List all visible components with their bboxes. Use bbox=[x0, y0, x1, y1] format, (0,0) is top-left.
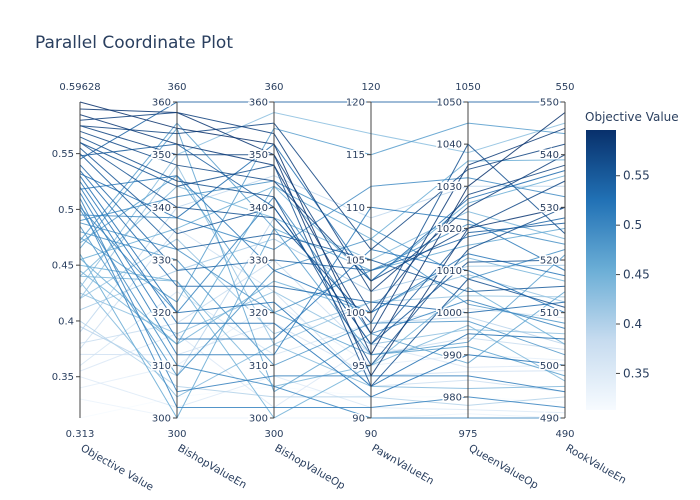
data-line-trial-5[interactable] bbox=[79, 130, 566, 282]
axis-title: RookValueEn bbox=[564, 442, 629, 486]
data-line-trial-44[interactable] bbox=[79, 398, 566, 419]
axis-tick-label: 0.5 bbox=[58, 205, 74, 216]
data-line-trial-38[interactable] bbox=[79, 175, 565, 333]
data-line-trial-9[interactable] bbox=[79, 153, 566, 293]
data-line-trial-24[interactable] bbox=[79, 122, 566, 303]
axis-tick-label: 1050 bbox=[437, 98, 462, 109]
axis-tick-label: 1030 bbox=[437, 182, 462, 193]
data-line-trial-31[interactable] bbox=[79, 185, 566, 277]
data-line-trial-17[interactable] bbox=[79, 197, 566, 393]
axis-min-label: 300 bbox=[167, 429, 186, 440]
axis-tick-label: 980 bbox=[443, 392, 462, 403]
axis-tick-label: 0.45 bbox=[52, 261, 74, 272]
data-line-trial-40[interactable] bbox=[79, 322, 566, 377]
axis-tick-label: 115 bbox=[346, 150, 365, 161]
axis-max-label: 360 bbox=[167, 82, 186, 93]
axis-tick-label: 990 bbox=[443, 350, 462, 361]
axis-tick-label: 0.55 bbox=[52, 149, 74, 160]
data-line-trial-14[interactable] bbox=[79, 181, 566, 398]
axis-tick-label: 510 bbox=[540, 308, 559, 319]
axis-tick-label: 330 bbox=[249, 256, 268, 267]
axis-tick-label: 0.35 bbox=[52, 372, 74, 383]
axis-tick-label: 360 bbox=[249, 98, 268, 109]
axis-tick-label: 350 bbox=[249, 150, 268, 161]
chart-title: Parallel Coordinate Plot bbox=[35, 33, 233, 53]
axis-tick-label: 120 bbox=[346, 98, 365, 109]
data-line-trial-3[interactable] bbox=[79, 111, 566, 293]
axis-tick-label: 1020 bbox=[437, 224, 462, 235]
data-line-trial-37[interactable] bbox=[79, 320, 566, 406]
axis-tick-label: 110 bbox=[346, 203, 365, 214]
data-line-trial-22[interactable] bbox=[79, 225, 566, 377]
axis-title: PawnValueEn bbox=[370, 442, 436, 487]
axis-tick-label: 350 bbox=[152, 150, 171, 161]
axis-max-label: 550 bbox=[555, 82, 574, 93]
data-line-trial-13[interactable] bbox=[79, 175, 566, 388]
axis-tick-label: 340 bbox=[249, 203, 268, 214]
data-line-trial-4[interactable] bbox=[79, 125, 566, 314]
axis-max-label: 0.59628 bbox=[59, 82, 100, 93]
data-lines bbox=[79, 101, 566, 420]
axis-tick-label: 320 bbox=[152, 308, 171, 319]
axis-tick-label: 105 bbox=[346, 256, 365, 267]
colorbar: Objective Value 0.35 0.4 0.45 0.5 0.55 bbox=[585, 110, 679, 410]
axis-tick-label: 330 bbox=[152, 256, 171, 267]
axis-tick-label: 300 bbox=[152, 414, 171, 425]
colorbar-gradient bbox=[586, 130, 616, 410]
data-line-trial-29[interactable] bbox=[79, 264, 566, 419]
axis-tick-label: 490 bbox=[540, 414, 559, 425]
colorbar-tick-label: 0.5 bbox=[623, 218, 642, 232]
axis-tick-label: 1040 bbox=[437, 140, 462, 151]
axis-title: Objective Value bbox=[79, 442, 156, 493]
axis-min-label: 975 bbox=[458, 429, 477, 440]
axis-tick-label: 100 bbox=[346, 308, 365, 319]
axis-tick-label: 520 bbox=[540, 256, 559, 267]
data-line-trial-47[interactable] bbox=[79, 122, 566, 251]
axis-title: BishopValueOp bbox=[273, 442, 348, 492]
data-line-trial-12[interactable] bbox=[79, 170, 566, 314]
axis-tick-label: 320 bbox=[249, 308, 268, 319]
axis-tick-label: 1000 bbox=[437, 308, 462, 319]
data-line-trial-18[interactable] bbox=[79, 203, 566, 408]
data-line-trial-48[interactable] bbox=[79, 142, 566, 388]
axis-title: BishopValueEn bbox=[176, 442, 249, 491]
axis-tick-label: 340 bbox=[152, 203, 171, 214]
data-line-trial-1[interactable] bbox=[79, 101, 566, 356]
colorbar-tick-label: 0.35 bbox=[623, 366, 650, 380]
axis-min-label: 300 bbox=[264, 429, 283, 440]
axis-min-label: 490 bbox=[555, 429, 574, 440]
axis-title: QueenValueOp bbox=[467, 442, 541, 492]
axis-tick-label: 300 bbox=[249, 414, 268, 425]
colorbar-title: Objective Value bbox=[585, 110, 679, 124]
axis-tick-label: 540 bbox=[540, 150, 559, 161]
axis-max-label: 120 bbox=[361, 82, 380, 93]
axis-tick-label: 360 bbox=[152, 98, 171, 109]
colorbar-tick-label: 0.55 bbox=[623, 169, 650, 183]
data-line-trial-46[interactable] bbox=[79, 108, 566, 377]
data-line-trial-20[interactable] bbox=[79, 177, 566, 251]
axis-max-label: 360 bbox=[264, 82, 283, 93]
axis-tick-label: 310 bbox=[152, 361, 171, 372]
axis-min-label: 0.313 bbox=[66, 429, 95, 440]
axis-max-label: 1050 bbox=[455, 82, 480, 93]
axis-tick-label: 310 bbox=[249, 361, 268, 372]
data-line-trial-51[interactable] bbox=[79, 175, 566, 314]
axis-tick-label: 530 bbox=[540, 203, 559, 214]
data-line-trial-6[interactable] bbox=[79, 136, 566, 367]
axis-tick-label: 95 bbox=[352, 361, 365, 372]
data-line-trial-21[interactable] bbox=[79, 180, 566, 280]
data-line-trial-33[interactable] bbox=[79, 111, 566, 288]
data-line-trial-19[interactable] bbox=[79, 209, 565, 419]
axis-tick-label: 90 bbox=[352, 414, 365, 425]
colorbar-tick-label: 0.4 bbox=[623, 317, 642, 331]
axis-tick-label: 1010 bbox=[437, 266, 462, 277]
axis-tick-label: 500 bbox=[540, 361, 559, 372]
data-line-trial-32[interactable] bbox=[79, 281, 566, 398]
axis-tick-label: 550 bbox=[540, 98, 559, 109]
axis-tick-label: 0.4 bbox=[58, 316, 74, 327]
axis-min-label: 90 bbox=[365, 429, 378, 440]
data-line-trial-25[interactable] bbox=[79, 175, 566, 377]
colorbar-tick-label: 0.45 bbox=[623, 268, 650, 282]
